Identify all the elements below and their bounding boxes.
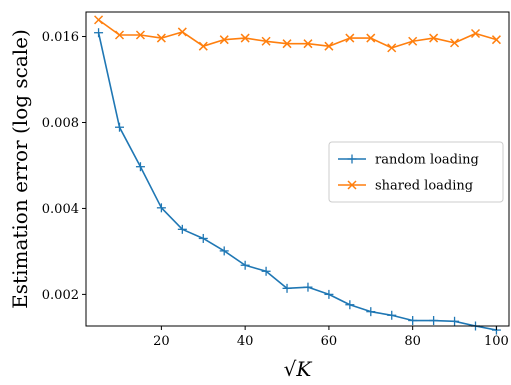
x-tick-label: 80 — [404, 334, 421, 349]
x-marker — [114, 30, 125, 40]
y-axis-label: Estimation error (log scale) — [8, 29, 32, 309]
legend-item: shared loading — [338, 179, 473, 194]
plus-marker — [261, 266, 271, 276]
y-tick-label: 0.002 — [42, 288, 79, 303]
x-marker — [408, 36, 418, 46]
x-tick-label: 100 — [484, 334, 509, 349]
legend-box — [328, 141, 504, 203]
series-shared-loading — [94, 15, 501, 53]
plus-marker — [198, 233, 208, 243]
x-marker — [470, 28, 481, 38]
plus-marker — [324, 289, 334, 299]
legend: random loading shared loading — [328, 141, 504, 203]
plus-marker — [282, 283, 292, 293]
x-marker — [347, 180, 357, 190]
plus-marker — [387, 310, 397, 320]
y-tick-label: 0.008 — [42, 116, 79, 131]
y-tick-label: 0.016 — [42, 30, 79, 45]
x-marker — [198, 41, 208, 51]
series-line — [98, 19, 497, 49]
x-marker — [177, 27, 187, 37]
plus-marker — [156, 203, 166, 213]
x-marker — [135, 30, 145, 40]
plus-marker — [303, 282, 313, 292]
x-marker — [345, 33, 355, 43]
legend-label: random loading — [375, 153, 479, 168]
x-marker — [387, 43, 397, 53]
x-tick-label: 60 — [321, 334, 338, 349]
plot-frame — [85, 11, 510, 327]
x-marker — [303, 39, 313, 49]
x-tick-label: 40 — [237, 334, 254, 349]
x-marker — [240, 33, 250, 43]
x-axis-label: √K — [284, 357, 313, 381]
plus-marker — [177, 224, 187, 234]
x-marker — [491, 35, 501, 45]
legend-item: random loading — [338, 153, 479, 168]
plus-marker — [135, 162, 145, 172]
plus-marker — [115, 122, 125, 132]
plus-marker — [345, 300, 355, 310]
plus-marker — [429, 316, 439, 326]
x-marker — [366, 33, 376, 43]
plus-marker — [366, 307, 376, 317]
x-marker — [219, 35, 229, 45]
plus-marker — [240, 260, 250, 270]
x-marker — [324, 41, 334, 51]
plus-marker — [347, 154, 357, 164]
plus-marker — [94, 28, 104, 38]
x-tick-label: 20 — [153, 334, 170, 349]
x-marker — [450, 38, 460, 48]
x-marker — [94, 15, 104, 25]
x-marker — [429, 33, 439, 43]
plus-marker — [219, 246, 229, 256]
legend-label: shared loading — [375, 179, 473, 194]
x-marker — [282, 39, 292, 49]
series-layer — [94, 15, 501, 335]
plus-marker — [450, 316, 460, 326]
axes-layer: 20 40 60 80 100 0.002 0.004 0.008 0.016 — [42, 11, 510, 349]
x-marker — [156, 33, 166, 43]
x-marker — [261, 36, 271, 46]
plus-marker — [408, 316, 418, 326]
y-tick-label: 0.004 — [42, 202, 79, 217]
